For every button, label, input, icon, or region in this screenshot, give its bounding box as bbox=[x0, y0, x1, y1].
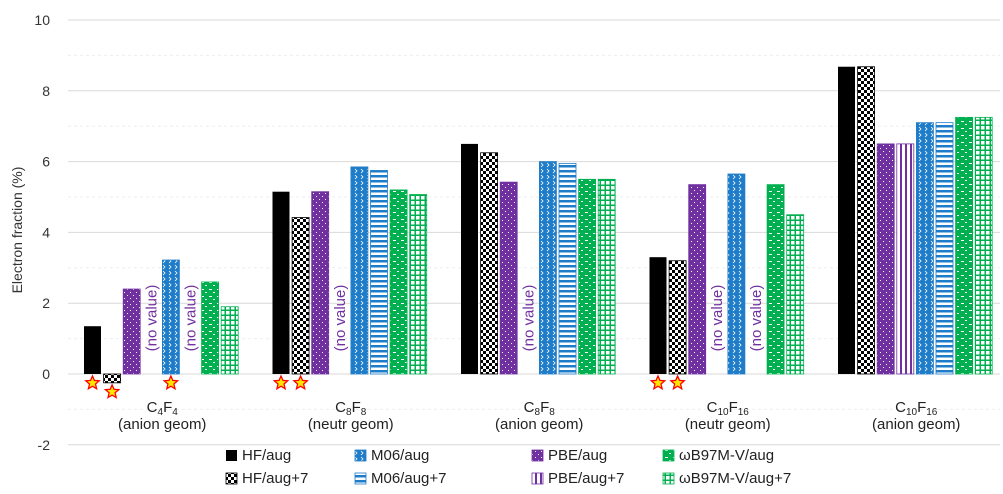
bar bbox=[499, 181, 518, 375]
bar bbox=[857, 66, 875, 375]
legend-swatch bbox=[354, 472, 367, 485]
star-marker bbox=[649, 374, 667, 391]
bar bbox=[220, 306, 239, 375]
category-geometry-label: (anion geom) bbox=[118, 416, 206, 433]
bar bbox=[916, 122, 934, 375]
y-tick-label: 6 bbox=[42, 154, 50, 170]
bar bbox=[409, 194, 428, 375]
legend-swatch bbox=[225, 472, 238, 485]
bar bbox=[461, 143, 478, 374]
bar bbox=[896, 143, 915, 375]
legend-label: HF/aug bbox=[242, 447, 291, 464]
bar bbox=[766, 184, 785, 375]
legend-swatch bbox=[531, 449, 544, 462]
category-molecule-label: C10F16 bbox=[707, 399, 750, 418]
bar bbox=[161, 259, 180, 375]
legend-label: HF/aug+7 bbox=[242, 470, 308, 487]
no-value-label: (no value) bbox=[709, 285, 726, 352]
legend-swatch bbox=[662, 472, 675, 485]
legend-swatch bbox=[226, 450, 237, 461]
category-geometry-label: (neutr geom) bbox=[685, 416, 771, 433]
bar bbox=[597, 178, 616, 375]
bar bbox=[539, 161, 557, 375]
bar bbox=[649, 257, 667, 374]
bar bbox=[955, 116, 973, 375]
bar bbox=[291, 217, 310, 375]
bar bbox=[84, 326, 101, 374]
star-marker bbox=[292, 374, 309, 391]
bar bbox=[974, 116, 993, 375]
y-tick-label: 4 bbox=[42, 224, 50, 240]
bar bbox=[272, 191, 290, 374]
bar bbox=[838, 66, 855, 374]
bar bbox=[480, 152, 499, 375]
star-marker bbox=[272, 374, 290, 391]
bar bbox=[688, 184, 707, 375]
category-geometry-label: (neutr geom) bbox=[308, 416, 394, 433]
category-molecule-label: C4F4 bbox=[147, 399, 179, 418]
star-marker bbox=[103, 383, 121, 399]
no-value-label: (no value) bbox=[520, 285, 537, 352]
bar bbox=[201, 281, 220, 375]
star-marker bbox=[669, 374, 686, 391]
bar bbox=[876, 143, 895, 375]
legend-label: ωB97M-V/aug+7 bbox=[679, 470, 791, 487]
legend-label: M06/aug bbox=[371, 447, 429, 464]
bar bbox=[350, 166, 369, 375]
legend-swatch bbox=[662, 449, 675, 462]
legend: HF/aug M06/aug PBE/aug ωB97M-V/aug HF/aug+7 M… bbox=[225, 447, 791, 487]
bar bbox=[389, 189, 408, 375]
y-tick-label: 8 bbox=[42, 83, 50, 99]
no-value-label: (no value) bbox=[183, 285, 200, 352]
category-geometry-label: (anion geom) bbox=[872, 416, 960, 433]
category-molecule-label: C10F16 bbox=[895, 399, 938, 418]
legend-label: PBE/aug bbox=[548, 447, 607, 464]
y-tick-label: -2 bbox=[38, 437, 51, 453]
category-geometry-label: (anion geom) bbox=[495, 416, 583, 433]
bar bbox=[103, 373, 121, 384]
bar bbox=[727, 173, 746, 375]
legend-label: M06/aug+7 bbox=[371, 470, 446, 487]
star-marker bbox=[162, 374, 180, 391]
y-axis: -2 0 2 4 6 8 10 bbox=[34, 12, 50, 453]
bar bbox=[370, 170, 388, 375]
no-value-label: (no value) bbox=[748, 285, 765, 352]
bar bbox=[578, 178, 596, 375]
bar bbox=[786, 214, 805, 375]
category-labels: C4F4(anion geom)C8F8(neutr geom)C8F8(ani… bbox=[118, 399, 960, 433]
y-tick-label: 2 bbox=[42, 295, 50, 311]
bar bbox=[311, 191, 330, 375]
bar bbox=[122, 288, 141, 375]
category-molecule-label: C8F8 bbox=[335, 399, 367, 418]
bar bbox=[558, 162, 577, 375]
star-marker bbox=[84, 374, 101, 391]
y-tick-label: 0 bbox=[42, 366, 50, 382]
y-axis-label: Electron fraction (%) bbox=[9, 167, 25, 294]
no-value-label: (no value) bbox=[332, 285, 349, 352]
legend-swatch bbox=[531, 472, 544, 485]
legend-label: ωB97M-V/aug bbox=[679, 447, 774, 464]
legend-label: PBE/aug+7 bbox=[548, 470, 624, 487]
bar bbox=[668, 260, 687, 375]
legend-swatch bbox=[354, 449, 367, 462]
bar bbox=[935, 122, 954, 375]
no-value-label: (no value) bbox=[143, 285, 160, 352]
category-molecule-label: C8F8 bbox=[524, 399, 556, 418]
bars: (no value) (no value) (no value) (no value)… bbox=[84, 66, 993, 399]
y-tick-label: 10 bbox=[34, 12, 50, 28]
